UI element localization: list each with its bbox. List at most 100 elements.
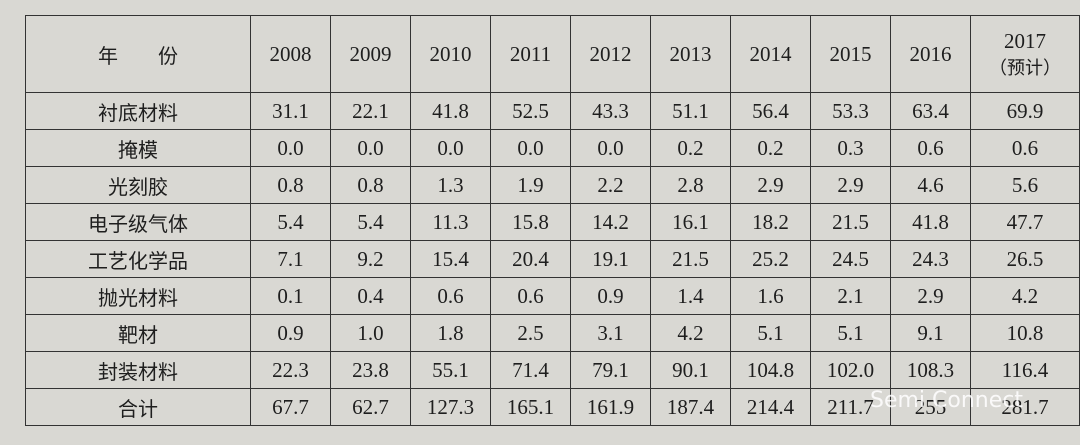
cell: 9.1 bbox=[890, 314, 971, 352]
year-header: 2014 bbox=[730, 15, 811, 93]
cell: 21.5 bbox=[650, 240, 731, 278]
year: 2011 bbox=[509, 41, 552, 66]
cell: 0.0 bbox=[250, 129, 331, 167]
year-header: 2009 bbox=[330, 15, 411, 93]
cell: 4.2 bbox=[650, 314, 731, 352]
cell: 55.1 bbox=[410, 351, 491, 389]
row-label: 靶材 bbox=[25, 314, 251, 352]
year: 2012 bbox=[589, 41, 632, 66]
cell: 0.3 bbox=[810, 129, 891, 167]
cell: 2.9 bbox=[810, 166, 891, 204]
cell: 0.0 bbox=[490, 129, 571, 167]
cell: 2.9 bbox=[730, 166, 811, 204]
cell: 24.3 bbox=[890, 240, 971, 278]
cell: 116.4 bbox=[970, 351, 1080, 389]
cell: 18.2 bbox=[730, 203, 811, 241]
cell: 5.4 bbox=[330, 203, 411, 241]
cell: 63.4 bbox=[890, 92, 971, 130]
table-body: 衬底材料 31.1 22.1 41.8 52.5 43.3 51.1 56.4 53.3 63.4… bbox=[25, 92, 1080, 426]
cell: 127.3 bbox=[410, 388, 491, 426]
cell: 161.9 bbox=[570, 388, 651, 426]
cell: 47.7 bbox=[970, 203, 1080, 241]
cell: 10.8 bbox=[970, 314, 1080, 352]
cell: 51.1 bbox=[650, 92, 731, 130]
cell: 102.0 bbox=[810, 351, 891, 389]
cell: 19.1 bbox=[570, 240, 651, 278]
cell: 0.8 bbox=[250, 166, 331, 204]
row-label: 电子级气体 bbox=[25, 203, 251, 241]
cell: 2.1 bbox=[810, 277, 891, 315]
cell: 22.3 bbox=[250, 351, 331, 389]
cell: 23.8 bbox=[330, 351, 411, 389]
cell: 2.8 bbox=[650, 166, 731, 204]
cell: 67.7 bbox=[250, 388, 331, 426]
cell: 214.4 bbox=[730, 388, 811, 426]
cell: 5.6 bbox=[970, 166, 1080, 204]
cell: 1.4 bbox=[650, 277, 731, 315]
cell: 104.8 bbox=[730, 351, 811, 389]
cell: 31.1 bbox=[250, 92, 331, 130]
cell: 69.9 bbox=[970, 92, 1080, 130]
cell: 62.7 bbox=[330, 388, 411, 426]
cell: 11.3 bbox=[410, 203, 491, 241]
row-label: 光刻胶 bbox=[25, 166, 251, 204]
year: 2008 bbox=[269, 41, 312, 66]
cell: 165.1 bbox=[490, 388, 571, 426]
cell: 3.1 bbox=[570, 314, 651, 352]
cell: 26.5 bbox=[970, 240, 1080, 278]
cell: 24.5 bbox=[810, 240, 891, 278]
cell: 0.0 bbox=[410, 129, 491, 167]
cell: 0.9 bbox=[570, 277, 651, 315]
table-row: 封装材料 22.3 23.8 55.1 71.4 79.1 90.1 104.8 102.0 10… bbox=[25, 351, 1080, 389]
cell: 5.1 bbox=[810, 314, 891, 352]
table-row: 电子级气体 5.4 5.4 11.3 15.8 14.2 16.1 18.2 21.5 41.8 4… bbox=[25, 203, 1080, 241]
cell: 0.0 bbox=[330, 129, 411, 167]
row-label: 衬底材料 bbox=[25, 92, 251, 130]
table-row: 靶材 0.9 1.0 1.8 2.5 3.1 4.2 5.1 5.1 9.1 10.8 bbox=[25, 314, 1080, 352]
year-header: 2017 （预计） bbox=[970, 15, 1080, 93]
cell: 71.4 bbox=[490, 351, 571, 389]
cell: 1.8 bbox=[410, 314, 491, 352]
cell: 4.6 bbox=[890, 166, 971, 204]
materials-table: 年 份 2008 2009 2010 2011 2012 2013 2014 2015 2016… bbox=[25, 15, 1080, 426]
year: 2010 bbox=[429, 41, 472, 66]
cell: 7.1 bbox=[250, 240, 331, 278]
year-header: 2008 bbox=[250, 15, 331, 93]
cell: 21.5 bbox=[810, 203, 891, 241]
row-label: 掩模 bbox=[25, 129, 251, 167]
cell: 56.4 bbox=[730, 92, 811, 130]
row-label: 封装材料 bbox=[25, 351, 251, 389]
table-row: 衬底材料 31.1 22.1 41.8 52.5 43.3 51.1 56.4 53.3 63.4… bbox=[25, 92, 1080, 130]
table-row: 工艺化学品 7.1 9.2 15.4 20.4 19.1 21.5 25.2 24.5 24.3 2… bbox=[25, 240, 1080, 278]
cell: 0.1 bbox=[250, 277, 331, 315]
cell: 5.1 bbox=[730, 314, 811, 352]
cell: 25.2 bbox=[730, 240, 811, 278]
year-header: 2013 bbox=[650, 15, 731, 93]
cell: 43.3 bbox=[570, 92, 651, 130]
year-header: 2015 bbox=[810, 15, 891, 93]
cell: 52.5 bbox=[490, 92, 571, 130]
cell: 9.2 bbox=[330, 240, 411, 278]
table-row: 掩模 0.0 0.0 0.0 0.0 0.0 0.2 0.2 0.3 0.6 0.6 bbox=[25, 129, 1080, 167]
year: 2013 bbox=[669, 41, 712, 66]
cell: 53.3 bbox=[810, 92, 891, 130]
row-label: 合计 bbox=[25, 388, 251, 426]
cell: 5.4 bbox=[250, 203, 331, 241]
cell: 2.9 bbox=[890, 277, 971, 315]
cell: 0.2 bbox=[730, 129, 811, 167]
row-label: 抛光材料 bbox=[25, 277, 251, 315]
year: 2017 bbox=[1004, 28, 1046, 53]
cell: 187.4 bbox=[650, 388, 731, 426]
cell: 1.6 bbox=[730, 277, 811, 315]
cell: 0.0 bbox=[570, 129, 651, 167]
table-row: 抛光材料 0.1 0.4 0.6 0.6 0.9 1.4 1.6 2.1 2.9 4.2 bbox=[25, 277, 1080, 315]
cell: 108.3 bbox=[890, 351, 971, 389]
table-row: 合计 67.7 62.7 127.3 165.1 161.9 187.4 214.4 211.7… bbox=[25, 388, 1080, 426]
header-row: 年 份 2008 2009 2010 2011 2012 2013 2014 2015 2016… bbox=[25, 15, 1080, 93]
cell: 41.8 bbox=[410, 92, 491, 130]
cell: 1.0 bbox=[330, 314, 411, 352]
row-label: 工艺化学品 bbox=[25, 240, 251, 278]
table-header: 年 份 2008 2009 2010 2011 2012 2013 2014 2015 2016… bbox=[25, 15, 1080, 93]
year: 2016 bbox=[909, 41, 952, 66]
